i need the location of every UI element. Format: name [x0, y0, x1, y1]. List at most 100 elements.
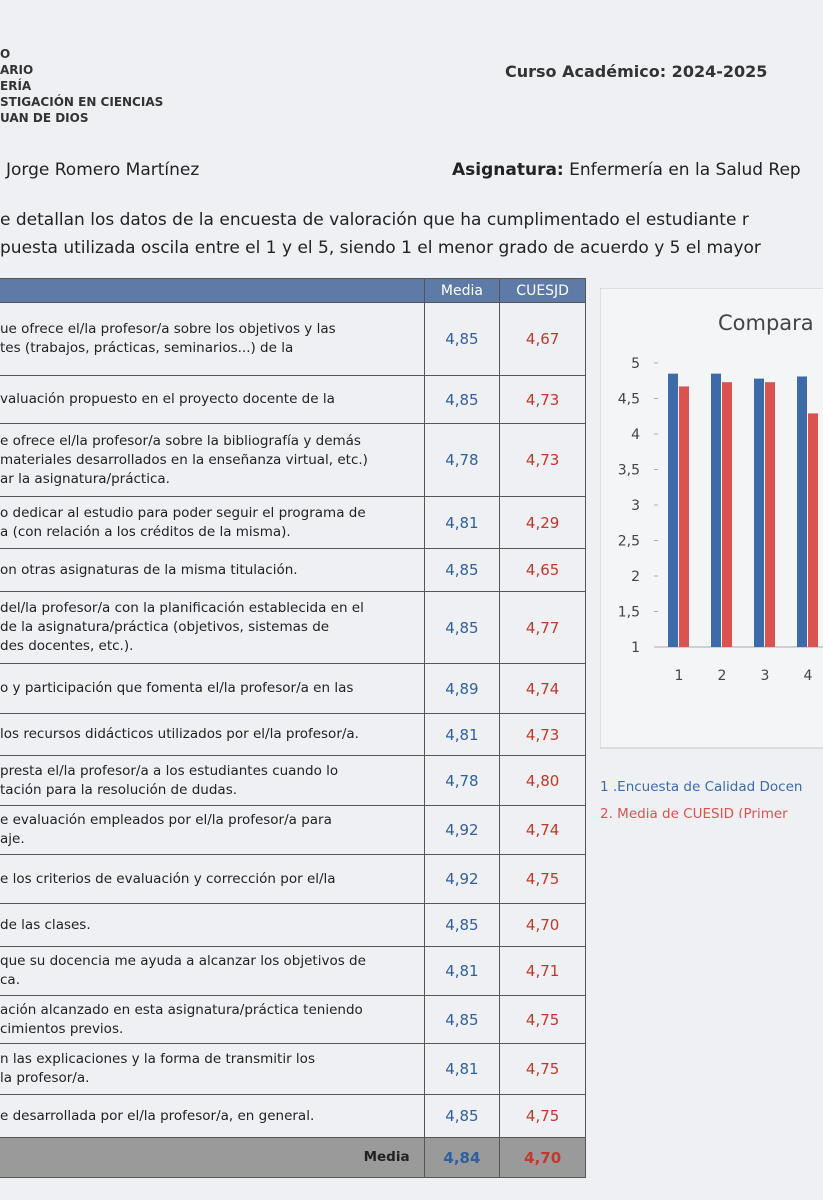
question-line: o dedicar al estudio para poder seguir e…: [0, 504, 366, 521]
bar: [722, 382, 732, 647]
media-cell: 4,92: [423, 806, 500, 854]
y-tick-label: 3,5: [618, 463, 640, 479]
media-cell: 4,85: [423, 549, 500, 591]
question-cell: on otras asignaturas de la misma titulac…: [0, 549, 424, 591]
question-cell: e evaluación empleados por el/la profeso…: [0, 806, 424, 854]
question-line: tes (trabajos, prácticas, seminarios...)…: [0, 340, 294, 356]
teacher: Jorge Romero Martínez: [6, 160, 200, 180]
cuesjd-cell: 4,73: [499, 376, 585, 423]
question-line: del/la profesor/a con la planificación e…: [0, 600, 364, 616]
question-line: e desarrollada por el/la profesor/a, en …: [0, 1107, 315, 1124]
chart: Compara 1 1,5 2 2,5 3 3,5 4 4,5 5 1 2 3 4 1 .Encuesta …: [600, 288, 823, 818]
cuesjd-cell: 4,80: [499, 756, 585, 805]
media-cell: 4,85: [423, 592, 500, 663]
logo-line: O: [0, 47, 11, 61]
footer-label: Media: [363, 1149, 410, 1165]
question-line: ación alcanzado en esta asignatura/práct…: [0, 1001, 363, 1018]
table-row: e desarrollada por el/la profesor/a, en …: [0, 1094, 585, 1137]
logo-line: ARIO: [0, 63, 34, 77]
table-row: del/la profesor/a con la planificación e…: [0, 591, 585, 663]
table-row: los recursos didácticos utilizados por e…: [0, 713, 585, 755]
question-line: e evaluación empleados por el/la profeso…: [0, 812, 332, 828]
question-line: o y participación que fomenta el/la prof…: [0, 680, 354, 696]
media-cell: 4,85: [423, 303, 500, 375]
media-cell: 4,81: [423, 1044, 500, 1094]
subject: Asignatura: Enfermería en la Salud Rep: [452, 160, 801, 180]
question-line: que su docencia me ayuda a alcanzar los …: [0, 953, 366, 969]
cuesjd-cell: 4,74: [499, 806, 585, 854]
intro-line: puesta utilizada oscila entre el 1 y el …: [0, 238, 761, 258]
question-line: presta el/la profesor/a a los estudiante…: [0, 762, 339, 779]
y-tick-label: 4: [631, 427, 640, 443]
media-cell: 4,81: [423, 714, 500, 755]
footer-cuesjd: 4,70: [499, 1138, 585, 1177]
x-tick-label: 1: [675, 668, 684, 684]
question-line: tación para la resolución de dudas.: [0, 781, 238, 798]
table-row: ue ofrece el/la profesor/a sobre los obj…: [0, 302, 585, 375]
header-cell: CUESJD: [499, 279, 585, 302]
cuesjd-cell: 4,29: [499, 497, 585, 548]
legend-entry: 1 .Encuesta de Calidad Docen: [600, 779, 802, 795]
y-tick-label: 4,5: [618, 392, 640, 408]
cuesjd-cell: 4,75: [499, 996, 585, 1043]
y-tick-label: 2,5: [618, 534, 640, 550]
table-row: on otras asignaturas de la misma titulac…: [0, 548, 585, 591]
question-line: e los criterios de evaluación y correcci…: [0, 870, 336, 887]
question-line: de la asignatura/práctica (objetivos, si…: [0, 619, 330, 635]
bar: [808, 413, 818, 647]
question-cell: o dedicar al estudio para poder seguir e…: [0, 497, 424, 548]
course: Curso Académico: 2024-2025: [505, 62, 768, 81]
bar: [679, 386, 689, 647]
y-tick-label: 1: [631, 640, 640, 656]
question-line: a (con relación a los créditos de la mis…: [0, 523, 291, 540]
question-line: cimientos previos.: [0, 1020, 124, 1037]
question-cell: del/la profesor/a con la planificación e…: [0, 592, 424, 663]
table-row: e ofrece el/la profesor/a sobre la bibli…: [0, 423, 585, 496]
cuesjd-cell: 4,67: [499, 303, 585, 375]
cuesjd-cell: 4,65: [499, 549, 585, 591]
logo: O ARIO ERÍA STIGACIÓN EN CIENCIAS UAN DE DIO…: [0, 46, 163, 126]
table-row: ación alcanzado en esta asignatura/práct…: [0, 995, 585, 1043]
cuesjd-cell: 4,73: [499, 424, 585, 496]
y-tick-label: 5: [631, 356, 640, 372]
question-cell: e los criterios de evaluación y correcci…: [0, 855, 424, 903]
table-row: de las clases. 4,85 4,70: [0, 903, 585, 946]
question-cell: ación alcanzado en esta asignatura/práct…: [0, 996, 424, 1043]
question-line: ca.: [0, 972, 20, 988]
logo-line: UAN DE DIOS: [0, 111, 89, 125]
question-line: des docentes, etc.).: [0, 638, 134, 654]
logo-line: ERÍA: [0, 79, 32, 93]
media-cell: 4,85: [423, 376, 500, 423]
question-cell: ue ofrece el/la profesor/a sobre los obj…: [0, 303, 424, 375]
cuesjd-cell: 4,73: [499, 714, 585, 755]
question-line: valuación propuesto en el proyecto docen…: [0, 391, 335, 407]
table-row: e los criterios de evaluación y correcci…: [0, 854, 585, 903]
bar: [765, 382, 775, 647]
table-row: o y participación que fomenta el/la prof…: [0, 663, 585, 713]
cuesjd-cell: 4,70: [499, 904, 585, 946]
question-cell: o y participación que fomenta el/la prof…: [0, 664, 424, 713]
question-cell: de las clases.: [0, 904, 424, 946]
media-cell: 4,81: [423, 947, 500, 995]
logo-line: STIGACIÓN EN CIENCIAS: [0, 95, 164, 109]
media-cell: 4,92: [423, 855, 500, 903]
question-cell: e desarrollada por el/la profesor/a, en …: [0, 1095, 424, 1137]
subject-label: Asignatura:: [452, 160, 564, 180]
table-row: o dedicar al estudio para poder seguir e…: [0, 496, 585, 548]
question-line: ar la asignatura/práctica.: [0, 470, 170, 487]
cuesjd-cell: 4,74: [499, 664, 585, 713]
chart-title: Compara: [718, 311, 814, 335]
question-line: n las explicaciones y la forma de transm…: [0, 1051, 315, 1067]
question-cell: e ofrece el/la profesor/a sobre la bibli…: [0, 424, 424, 496]
header-row: Media CUESJD: [0, 279, 585, 302]
footer-media: 4,84: [423, 1138, 500, 1177]
bar: [754, 378, 764, 647]
footer-row: Media 4,84 4,70: [0, 1137, 585, 1177]
y-tick-label: 3: [631, 498, 640, 514]
legend-entry: 2. Media de CUESJD (Primer: [600, 806, 788, 818]
bar: [711, 373, 721, 647]
question-line: la profesor/a.: [0, 1070, 90, 1086]
question-cell: n las explicaciones y la forma de transm…: [0, 1044, 424, 1094]
bar: [668, 373, 678, 647]
